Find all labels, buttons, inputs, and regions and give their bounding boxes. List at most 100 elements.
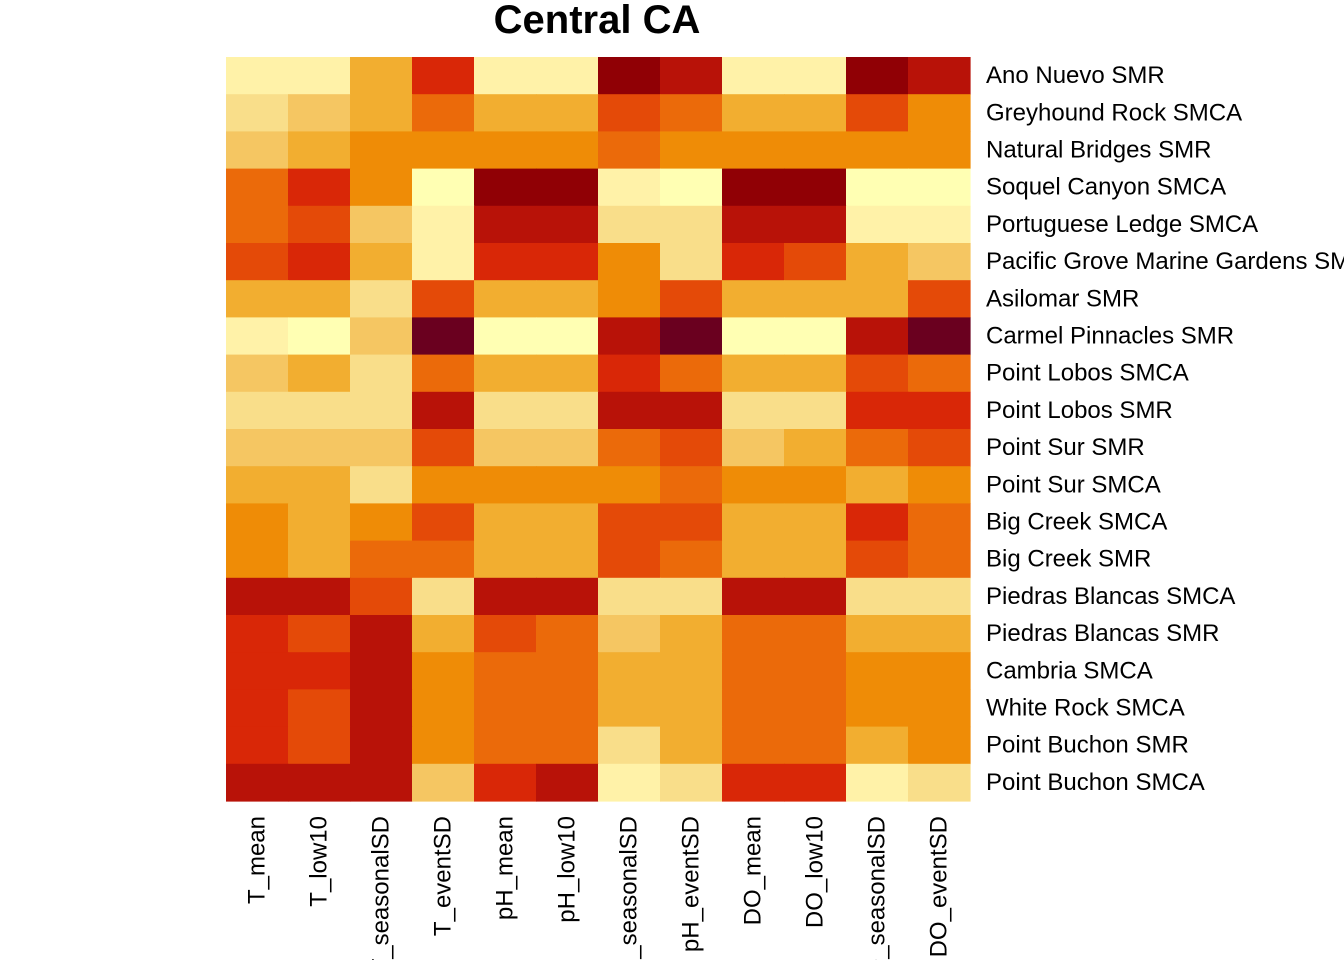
heatmap-cell [536, 466, 599, 504]
heatmap-cell [536, 689, 599, 728]
heatmap-cell [226, 577, 289, 616]
heatmap-cell [598, 94, 661, 132]
heatmap-cell [226, 280, 289, 318]
heatmap-cell [908, 391, 971, 430]
heatmap-cell [226, 652, 289, 690]
heatmap-cell [908, 205, 971, 244]
column-label: DO_low10 [802, 816, 829, 928]
row-label: Point Sur SMR [986, 434, 1145, 461]
heatmap-cell [288, 317, 351, 356]
row-label: Point Buchon SMR [986, 732, 1189, 759]
heatmap-cell [350, 131, 413, 170]
heatmap-cell [288, 429, 351, 467]
row-label: Portuguese Ledge SMCA [986, 211, 1258, 238]
heatmap-cell [784, 205, 847, 244]
heatmap-cell [722, 131, 785, 170]
heatmap-cell [536, 354, 599, 393]
heatmap-cell [722, 615, 785, 653]
heatmap-cell [474, 540, 537, 579]
heatmap-cell [660, 205, 723, 244]
heatmap-cell [908, 354, 971, 393]
heatmap-cell [846, 168, 909, 207]
heatmap-cell [226, 57, 289, 95]
heatmap-cell [660, 317, 723, 356]
heatmap-cell [288, 652, 351, 690]
heatmap-cell [784, 317, 847, 356]
heatmap-cell [660, 131, 723, 170]
heatmap-cell [350, 94, 413, 132]
heatmap-cell [722, 391, 785, 430]
heatmap-cell [226, 94, 289, 132]
heatmap-cell [350, 503, 413, 542]
heatmap-cell [412, 317, 475, 356]
heatmap-cell [784, 577, 847, 616]
heatmap-cell [288, 503, 351, 542]
heatmap-cell [784, 131, 847, 170]
heatmap-cell [412, 466, 475, 504]
heatmap-cell [350, 726, 413, 765]
heatmap-cell [722, 205, 785, 244]
column-label: T_low10 [306, 816, 333, 907]
heatmap-cell [722, 466, 785, 504]
heatmap-cell [474, 652, 537, 690]
heatmap-cell [660, 429, 723, 467]
heatmap-cell [536, 131, 599, 170]
heatmap-cell [722, 354, 785, 393]
heatmap-cell [908, 726, 971, 765]
heatmap-cell [598, 689, 661, 728]
heatmap-cell [846, 57, 909, 95]
heatmap-cell [412, 131, 475, 170]
heatmap-cell [412, 354, 475, 393]
heatmap-cell [474, 391, 537, 430]
heatmap-cell [412, 763, 475, 802]
heatmap-cell [598, 429, 661, 467]
heatmap-cell [350, 652, 413, 690]
heatmap-cell [288, 391, 351, 430]
heatmap-cell [660, 168, 723, 207]
heatmap-cell [598, 57, 661, 95]
heatmap-cell [226, 243, 289, 281]
heatmap-cell [536, 652, 599, 690]
heatmap-cell [412, 168, 475, 207]
column-labels: T_mean T_low10 T_seasonalSD T_eventSD pH_mea… [244, 816, 953, 960]
heatmap-cell [536, 429, 599, 467]
row-label: Point Lobos SMCA [986, 360, 1189, 387]
heatmap-cell [288, 466, 351, 504]
column-label: pH_low10 [554, 816, 581, 923]
heatmap-cell [784, 94, 847, 132]
heatmap-cell [226, 763, 289, 802]
heatmap-cell [846, 429, 909, 467]
heatmap-cell [412, 243, 475, 281]
heatmap-cell [846, 540, 909, 579]
heatmap-cell [350, 391, 413, 430]
heatmap-cell [846, 280, 909, 318]
heatmap-cell [474, 317, 537, 356]
heatmap-cell [598, 317, 661, 356]
heatmap-cell [660, 57, 723, 95]
heatmap-cell [846, 94, 909, 132]
heatmap-cell [846, 391, 909, 430]
heatmap-cell [784, 652, 847, 690]
heatmap-cell [474, 205, 537, 244]
heatmap-cell [226, 689, 289, 728]
heatmap-cell [288, 168, 351, 207]
heatmap-cell [660, 689, 723, 728]
heatmap-cell [412, 652, 475, 690]
heatmap-cell [412, 391, 475, 430]
heatmap-cell [226, 354, 289, 393]
heatmap-cell [288, 726, 351, 765]
heatmap-cell [474, 503, 537, 542]
heatmap-cell [846, 503, 909, 542]
heatmap-cell [536, 726, 599, 765]
heatmap-cell [474, 429, 537, 467]
heatmap-cell [536, 205, 599, 244]
heatmap-cell [722, 57, 785, 95]
heatmap-cell [784, 243, 847, 281]
heatmap-cell [784, 354, 847, 393]
heatmap-cell [598, 763, 661, 802]
heatmap-cell [288, 94, 351, 132]
row-label: Asilomar SMR [986, 285, 1139, 312]
heatmap-cell [350, 689, 413, 728]
heatmap-cell [536, 168, 599, 207]
